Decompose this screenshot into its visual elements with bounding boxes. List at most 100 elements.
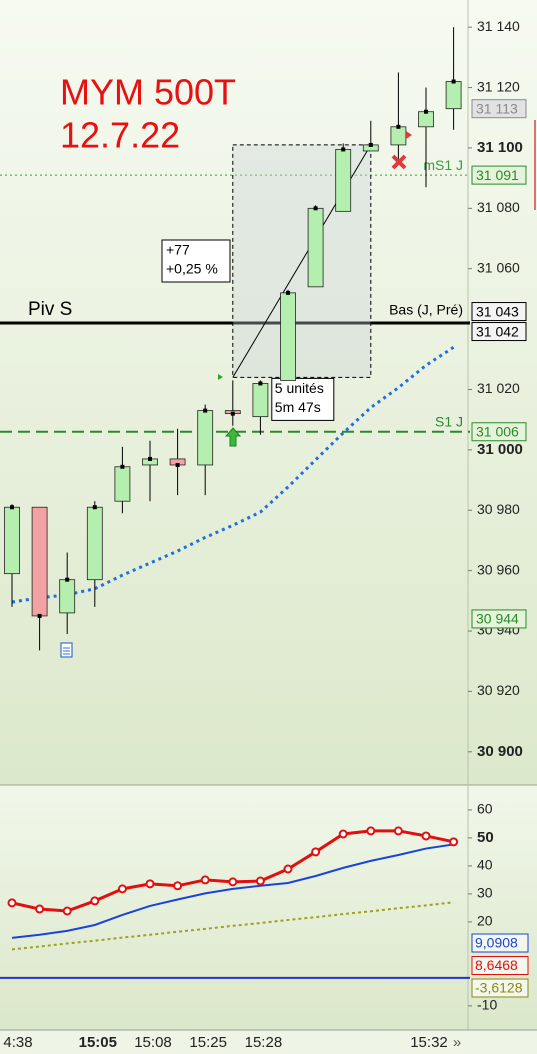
indicator-line <box>11 901 454 951</box>
annotation-text: +0,25 % <box>166 261 218 277</box>
marker-triangle <box>406 131 412 139</box>
indicator-point <box>200 875 210 885</box>
close-tick <box>65 577 70 582</box>
x-tick-label: 15:08 <box>134 1034 172 1051</box>
candle-body <box>31 506 48 617</box>
buy-arrow-icon <box>224 427 242 447</box>
y-tick-label: 31 120 <box>477 78 520 94</box>
indicator-point <box>421 831 431 841</box>
close-tick <box>424 109 428 114</box>
candle-body <box>4 506 20 575</box>
y-tick-label: 31 060 <box>477 259 520 275</box>
indicator-point <box>90 896 100 906</box>
y-tick-label: 31 100 <box>477 139 523 156</box>
candle-body <box>59 579 76 614</box>
plot-layer: 31 140 31 120 31 100 31 080 31 060 31 020 31 0… <box>0 18 529 1051</box>
indicator-point <box>338 829 348 839</box>
indicator-point <box>283 864 293 874</box>
indicator-point <box>7 898 17 908</box>
close-tick <box>451 79 456 84</box>
annotation-text: 5 unités <box>275 380 324 396</box>
price-box <box>471 609 527 629</box>
indicator-point <box>173 881 183 891</box>
annotation-box <box>161 239 231 283</box>
chart-title: MYM 500T <box>60 72 236 113</box>
close-tick <box>396 124 401 129</box>
close-tick <box>341 147 346 152</box>
x-tick-label: 15:28 <box>245 1034 283 1051</box>
indicator-point <box>255 876 265 886</box>
x-tick-label: 15:32 <box>410 1034 448 1051</box>
y-tick-label: 30 980 <box>477 501 520 517</box>
candle-body <box>335 149 352 212</box>
x-tick-label: 15:25 <box>189 1034 227 1051</box>
annotation-box <box>271 377 335 421</box>
close-tick <box>230 411 235 416</box>
indicator-point <box>366 826 376 836</box>
y-tick-label: 31 000 <box>477 441 523 458</box>
scroll-button[interactable]: » <box>453 1034 461 1051</box>
price-box-label: 31 006 <box>476 423 519 439</box>
level-label: mS1 J <box>423 157 463 173</box>
moving-average-line <box>11 345 455 604</box>
close-tick <box>313 206 318 211</box>
indicator-point <box>145 879 155 889</box>
candle-body <box>114 466 131 502</box>
close-tick <box>368 142 373 147</box>
value-box <box>471 956 529 975</box>
price-box-label: 31 113 <box>476 100 518 116</box>
y-tick-label: 30 <box>477 885 493 901</box>
price-box-label: 30 944 <box>476 611 519 627</box>
level-label: Bas (J, Pré) <box>389 302 463 318</box>
level-label: S1 J <box>435 413 463 429</box>
price-panel-bg <box>0 0 537 785</box>
y-tick-label: 30 920 <box>477 682 520 698</box>
indicator-point <box>393 826 403 836</box>
value-box-label: -3,6128 <box>475 980 523 996</box>
annotation-text: 5m 47s <box>275 399 321 415</box>
candle-body <box>418 111 434 128</box>
indicator-line <box>11 843 454 939</box>
y-tick-label: 31 080 <box>477 199 520 215</box>
close-tick <box>258 381 263 386</box>
price-box-label: 31 091 <box>476 167 519 183</box>
y-tick-label: 31 020 <box>477 380 520 396</box>
time-axis-bg <box>0 1030 537 1054</box>
price-box <box>471 165 527 185</box>
indicator-panel-bg <box>0 785 537 1030</box>
x-tick-label: 15:05 <box>79 1034 117 1051</box>
candle-body <box>307 207 324 288</box>
close-tick <box>286 290 290 295</box>
y-tick-label: 40 <box>477 857 493 873</box>
value-box-label: 8,6468 <box>475 957 518 973</box>
value-box <box>471 978 529 998</box>
exit-cross-icon <box>391 154 407 170</box>
value-box-label: 9,0908 <box>475 935 518 951</box>
chart-subtitle: 12.7.22 <box>60 115 180 156</box>
candle-body <box>445 81 462 110</box>
value-box <box>471 933 529 953</box>
close-tick <box>203 408 208 413</box>
close-tick <box>120 464 125 469</box>
annotation-text: +77 <box>166 242 190 258</box>
close-tick <box>37 613 42 618</box>
indicator-point <box>62 906 72 916</box>
candle-body <box>197 410 214 466</box>
candle-body <box>252 383 269 418</box>
y-tick-label: 31 140 <box>477 18 520 34</box>
indicator-point <box>449 837 459 847</box>
price-box <box>471 99 527 119</box>
price-box <box>471 322 527 342</box>
indicator-point <box>228 877 238 887</box>
price-box-label: 31 043 <box>476 303 519 319</box>
candle-body <box>86 506 103 581</box>
y-tick-label: -10 <box>477 997 497 1013</box>
y-tick-label: 30 960 <box>477 561 520 577</box>
y-tick-label: 20 <box>477 913 493 929</box>
close-tick <box>148 456 152 461</box>
candle-body <box>280 292 296 381</box>
price-box <box>471 302 527 322</box>
y-tick-label: 60 <box>477 801 493 817</box>
